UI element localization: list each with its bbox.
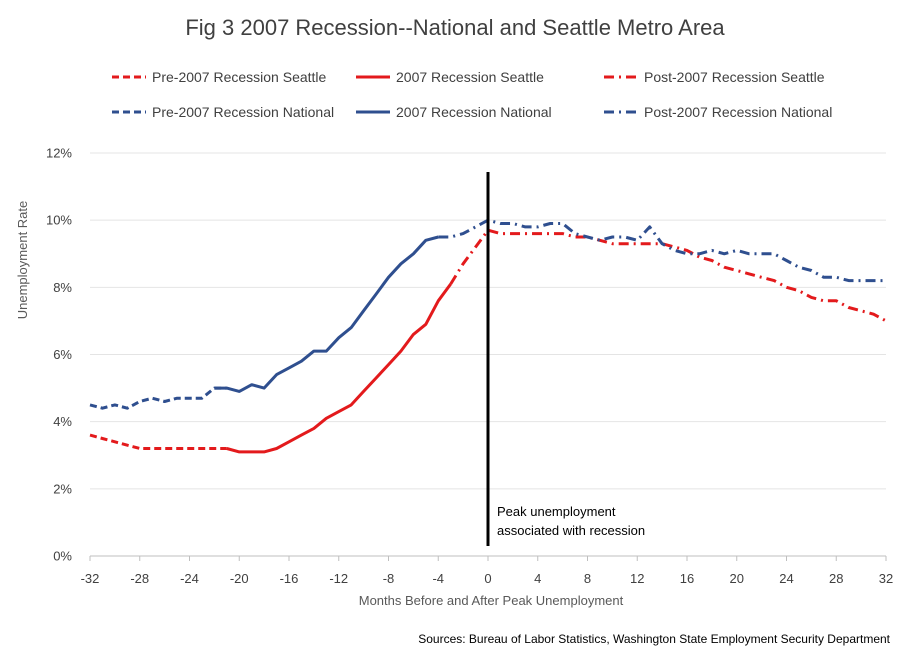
x-tick-label: -8 bbox=[383, 571, 395, 586]
series-group bbox=[89, 218, 887, 454]
legend-label: 2007 Recession Seattle bbox=[396, 69, 544, 85]
y-tick-label: 2% bbox=[53, 481, 72, 496]
y-tick-label: 4% bbox=[53, 414, 72, 429]
y-tick-label: 8% bbox=[53, 280, 72, 295]
legend-label: Post-2007 Recession National bbox=[644, 104, 832, 120]
chart-title: Fig 3 2007 Recession--National and Seatt… bbox=[185, 15, 725, 40]
x-tick-label: 32 bbox=[879, 571, 893, 586]
legend-label: Pre-2007 Recession National bbox=[152, 104, 334, 120]
y-tick-label: 12% bbox=[46, 146, 72, 161]
x-tick-label: 20 bbox=[730, 571, 744, 586]
y-axis-title: Unemployment Rate bbox=[15, 201, 30, 320]
x-tick-label: -16 bbox=[280, 571, 299, 586]
annotation-line-2: associated with recession bbox=[497, 523, 645, 538]
legend-label: Post-2007 Recession Seattle bbox=[644, 69, 825, 85]
series-line-4 bbox=[214, 235, 439, 393]
x-axis-title: Months Before and After Peak Unemploymen… bbox=[359, 593, 624, 608]
x-tick-label: -32 bbox=[81, 571, 100, 586]
source-note: Sources: Bureau of Labor Statistics, Was… bbox=[418, 632, 890, 646]
x-axis: -32 -28 -24 -20 -16 -12 -8 -4 0 4 8 12 16 20 24 28 32 bbox=[81, 556, 893, 586]
x-tick-label: 0 bbox=[484, 571, 491, 586]
legend: Pre-2007 Recession Seattle 2007 Recession… bbox=[112, 69, 832, 120]
y-tick-label: 10% bbox=[46, 213, 72, 228]
x-tick-label: 4 bbox=[534, 571, 541, 586]
x-tick-label: -28 bbox=[130, 571, 149, 586]
y-tick-label: 0% bbox=[53, 549, 72, 564]
x-tick-label: 16 bbox=[680, 571, 694, 586]
x-tick-label: -4 bbox=[432, 571, 444, 586]
x-tick-label: 8 bbox=[584, 571, 591, 586]
x-tick-label: -20 bbox=[230, 571, 249, 586]
legend-label: 2007 Recession National bbox=[396, 104, 552, 120]
y-tick-label: 6% bbox=[53, 347, 72, 362]
x-tick-label: -12 bbox=[329, 571, 348, 586]
series-line-2 bbox=[449, 228, 887, 323]
series-line-0 bbox=[89, 433, 227, 450]
y-axis: 0% 2% 4% 6% 8% 10% 12% bbox=[46, 146, 72, 564]
series-line-1 bbox=[226, 283, 452, 454]
annotation-line-1: Peak unemployment bbox=[497, 504, 616, 519]
x-tick-label: -24 bbox=[180, 571, 199, 586]
x-tick-label: 24 bbox=[779, 571, 793, 586]
x-tick-label: 28 bbox=[829, 571, 843, 586]
series-line-5 bbox=[438, 218, 886, 283]
series-line-3 bbox=[89, 386, 227, 410]
x-tick-label: 12 bbox=[630, 571, 644, 586]
legend-label: Pre-2007 Recession Seattle bbox=[152, 69, 327, 85]
